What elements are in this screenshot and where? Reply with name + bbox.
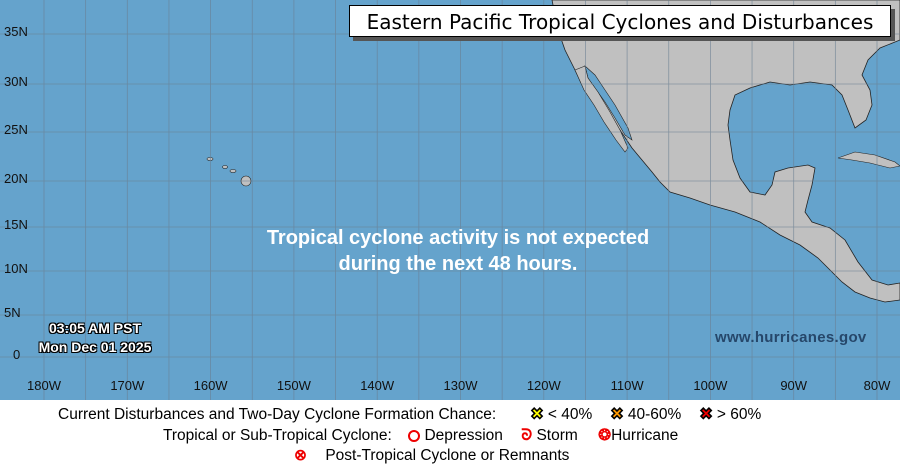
longitude-label: 120W xyxy=(526,378,561,393)
hurricane-icon: ❂ xyxy=(598,427,612,444)
timestamp-date: Mon Dec 01 2025 xyxy=(38,339,152,355)
disturbances-label: Current Disturbances and Two-Day Cyclone… xyxy=(58,406,497,423)
longitude-label: 100W xyxy=(693,378,728,393)
outlook-message-line2: during the next 48 hours. xyxy=(338,253,578,275)
low-chance-label: < 40% xyxy=(547,406,593,423)
longitude-label: 170W xyxy=(110,378,145,393)
post-tropical-icon: ⊗ xyxy=(294,447,307,464)
timestamp-time: 03:05 AM PST xyxy=(48,320,142,336)
legend: Current Disturbances and Two-Day Cyclone… xyxy=(0,400,900,469)
hurricane-label: Hurricane xyxy=(611,427,679,444)
latitude-label: 10N xyxy=(4,261,28,276)
depression-label: Depression xyxy=(424,427,503,444)
longitude-label: 110W xyxy=(610,378,644,393)
storm-label: Storm xyxy=(536,427,578,444)
x-low-chance-icon: ✖ xyxy=(530,406,544,424)
longitude-label: 80W xyxy=(863,378,891,393)
longitude-label: 160W xyxy=(193,378,228,393)
latitude-label: 0 xyxy=(13,347,21,362)
latitude-label: 35N xyxy=(4,24,28,39)
latitude-label: 25N xyxy=(4,122,28,137)
cuba xyxy=(837,151,900,169)
high-chance-label: > 60% xyxy=(716,406,762,423)
storm-icon: ᘐ xyxy=(521,427,533,444)
medium-chance-label: 40-60% xyxy=(627,406,682,423)
longitude-label: 140W xyxy=(360,378,395,393)
website-link[interactable]: www.hurricanes.gov xyxy=(715,329,867,346)
cyclone-label: Tropical or Sub-Tropical Cyclone: xyxy=(163,427,392,444)
post-tropical-label: Post-Tropical Cyclone or Remnants xyxy=(325,447,570,464)
latitude-label: 30N xyxy=(4,74,28,89)
latitude-label: 5N xyxy=(4,305,21,320)
longitude-label: 180W xyxy=(27,378,61,393)
longitude-label: 130W xyxy=(443,378,478,393)
latitude-label: 20N xyxy=(4,171,28,186)
longitude-label: 150W xyxy=(276,378,311,393)
map-title: Eastern Pacific Tropical Cyclones and Di… xyxy=(349,5,891,37)
land-north-america xyxy=(551,0,900,303)
map xyxy=(0,0,900,400)
x-high-chance-icon: ✖ xyxy=(699,406,713,424)
latitude-label: 15N xyxy=(4,217,28,232)
x-medium-chance-icon: ✖ xyxy=(610,406,624,424)
outlook-message-line1: Tropical cyclone activity is not expecte… xyxy=(266,227,650,249)
longitude-label: 90W xyxy=(780,378,808,393)
baja-california xyxy=(574,65,629,153)
depression-icon xyxy=(408,429,421,442)
